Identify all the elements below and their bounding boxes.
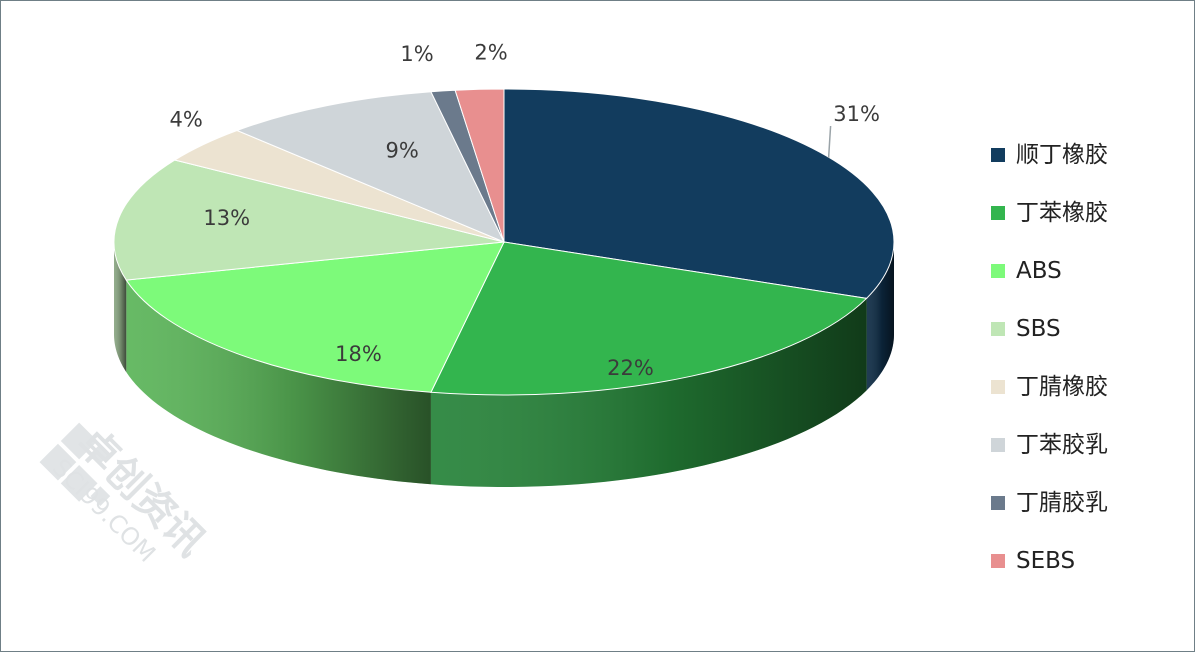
pie-side-shade-4	[114, 242, 127, 373]
legend-label: 丁苯橡胶	[1016, 200, 1108, 226]
data-label-2: 22%	[607, 356, 654, 380]
legend-swatch-icon	[991, 264, 1005, 278]
legend-item-8: SEBS	[991, 543, 1191, 601]
pie-slice-3	[125, 241, 505, 393]
legend-label: ABS	[1016, 258, 1062, 284]
data-label-5: 4%	[170, 108, 203, 132]
legend-swatch-icon	[991, 380, 1005, 394]
pie-side-shade-3	[126, 280, 431, 485]
legend-label: 顺丁橡胶	[1016, 142, 1108, 168]
legend-item-7: 丁腈胶乳	[991, 485, 1191, 543]
legend-item-1: 顺丁橡胶	[991, 137, 1191, 195]
legend-item-3: ABS	[991, 253, 1191, 311]
pie-slice-4	[113, 159, 505, 281]
data-label-1: 31%	[833, 102, 880, 126]
legend-swatch-icon	[991, 322, 1005, 336]
pie-slice-1	[503, 88, 895, 299]
pie-slice-6	[235, 91, 506, 243]
leader-line-1	[827, 125, 832, 159]
legend-label: SEBS	[1016, 548, 1076, 574]
legend: 顺丁橡胶丁苯橡胶 ABS SBS 丁腈橡胶丁苯胶乳丁腈胶乳 SEBS	[991, 137, 1191, 601]
legend-label: 丁腈橡胶	[1016, 374, 1108, 400]
legend-swatch-icon	[991, 496, 1005, 510]
legend-swatch-icon	[991, 554, 1005, 568]
pie-side-shade-2	[430, 298, 867, 487]
data-label-7: 1%	[400, 42, 433, 66]
legend-label: 丁苯胶乳	[1016, 432, 1108, 458]
legend-item-5: 丁腈橡胶	[991, 369, 1191, 427]
legend-label: SBS	[1016, 316, 1061, 342]
legend-swatch-icon	[991, 206, 1005, 220]
data-label-4: 13%	[203, 206, 250, 230]
watermark: 卓创资讯 SCI99.COM	[15, 405, 275, 625]
legend-item-2: 丁苯橡胶	[991, 195, 1191, 253]
data-label-3: 18%	[335, 342, 382, 366]
legend-swatch-icon	[991, 148, 1005, 162]
data-label-8: 2%	[474, 40, 507, 64]
legend-label: 丁腈胶乳	[1016, 490, 1108, 516]
legend-item-6: 丁苯胶乳	[991, 427, 1191, 485]
legend-swatch-icon	[991, 438, 1005, 452]
legend-item-4: SBS	[991, 311, 1191, 369]
pie-slice-8	[454, 88, 505, 243]
pie-side-shade-1	[866, 242, 894, 391]
pie-slice-2	[430, 241, 868, 396]
data-label-6: 9%	[386, 139, 419, 163]
